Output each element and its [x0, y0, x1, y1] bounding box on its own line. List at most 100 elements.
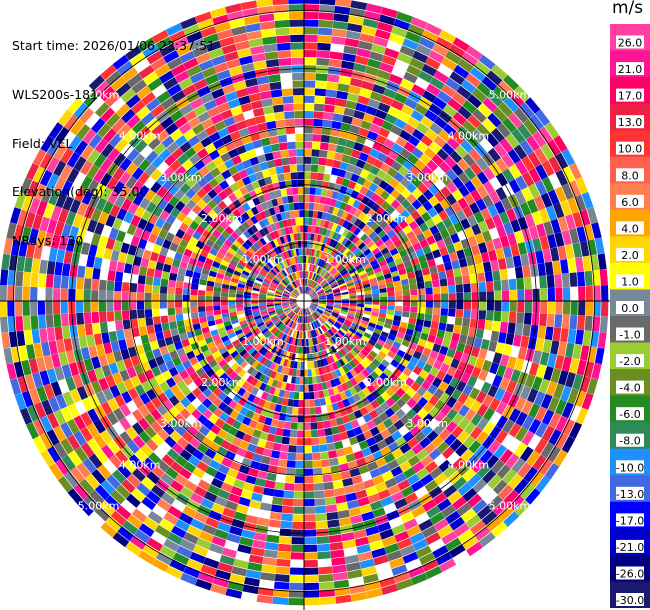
range-gate	[485, 133, 499, 148]
range-gate	[502, 245, 513, 258]
range-gate	[356, 328, 365, 335]
range-gate	[358, 152, 369, 162]
range-gate	[317, 551, 331, 560]
range-gate	[285, 287, 292, 293]
range-gate	[314, 311, 321, 317]
range-gate	[433, 388, 445, 400]
range-gate	[288, 598, 304, 606]
range-gate	[531, 211, 543, 226]
range-gate	[208, 382, 218, 393]
range-gate	[227, 346, 237, 355]
range-gate	[239, 55, 254, 66]
range-gate	[418, 70, 434, 83]
range-gate	[304, 559, 318, 568]
range-gate	[263, 487, 275, 497]
range-gate	[274, 112, 285, 121]
colorbar-tick-label: 21.0	[618, 63, 643, 76]
range-gate	[482, 469, 497, 484]
range-gate	[48, 340, 58, 355]
range-gate	[575, 177, 589, 195]
range-gate	[292, 281, 298, 288]
range-gate	[68, 450, 82, 467]
range-gate	[179, 182, 191, 194]
range-gate	[580, 240, 590, 257]
range-gate	[314, 498, 326, 506]
range-gate	[290, 304, 298, 308]
range-gate	[308, 346, 313, 354]
range-gate	[480, 339, 490, 350]
range-gate	[169, 30, 186, 43]
range-gate	[422, 200, 433, 212]
range-gate	[276, 35, 291, 44]
range-gate	[410, 210, 421, 221]
range-gate	[100, 143, 115, 158]
range-gate	[203, 33, 219, 45]
colorbar-tick-bg	[616, 141, 644, 155]
range-gate	[311, 330, 316, 338]
range-gate	[200, 92, 214, 104]
range-gate	[383, 88, 397, 99]
range-gate	[337, 192, 345, 202]
range-gate	[317, 543, 331, 552]
range-gate	[462, 100, 477, 114]
range-gate	[451, 163, 464, 177]
range-gate	[230, 231, 240, 240]
range-gate	[320, 251, 326, 260]
range-gate	[262, 375, 270, 384]
range-gate	[472, 478, 487, 494]
range-gate	[241, 381, 250, 390]
range-gate	[375, 216, 385, 226]
range-gate	[254, 213, 263, 222]
range-gate	[288, 590, 304, 598]
range-gate	[328, 247, 335, 255]
range-gate	[502, 343, 513, 356]
range-gate	[251, 305, 259, 310]
range-gate	[182, 431, 194, 443]
range-gate	[367, 58, 382, 69]
range-gate	[86, 255, 96, 268]
range-gate	[460, 139, 474, 153]
range-gate	[339, 284, 347, 290]
range-gate	[406, 204, 416, 215]
range-gate	[291, 376, 296, 384]
range-gate	[253, 312, 261, 318]
range-gate	[294, 280, 299, 288]
range-gate	[257, 414, 267, 424]
range-gate	[344, 354, 352, 363]
range-gate	[410, 295, 418, 301]
range-gate	[458, 257, 468, 268]
range-gate	[378, 312, 387, 319]
range-gate	[215, 238, 224, 247]
range-gate	[119, 431, 133, 445]
range-gate	[205, 239, 215, 248]
range-gate	[329, 542, 344, 551]
range-gate	[230, 315, 238, 321]
range-gate	[270, 370, 277, 379]
range-gate	[366, 199, 376, 209]
range-gate	[220, 109, 233, 120]
range-gate	[241, 63, 255, 73]
range-gate	[186, 199, 197, 210]
range-gate	[347, 412, 357, 422]
range-gate	[403, 301, 411, 307]
range-gate	[231, 25, 247, 36]
range-gate	[407, 323, 416, 331]
range-gate	[266, 297, 274, 300]
range-gate	[404, 215, 415, 225]
range-gate	[210, 265, 219, 273]
range-gate	[267, 305, 275, 309]
range-gate	[138, 266, 148, 276]
range-gate	[131, 79, 147, 94]
range-gate	[337, 318, 345, 324]
range-gate	[316, 421, 325, 430]
range-gate	[358, 325, 367, 332]
range-gate	[308, 288, 313, 295]
range-gate	[266, 159, 276, 169]
range-gate	[311, 303, 318, 307]
range-gate	[195, 260, 205, 268]
range-gate	[419, 552, 436, 566]
range-gate	[148, 332, 157, 343]
range-gate	[221, 243, 230, 252]
range-gate	[91, 356, 101, 370]
range-gate	[503, 511, 520, 527]
